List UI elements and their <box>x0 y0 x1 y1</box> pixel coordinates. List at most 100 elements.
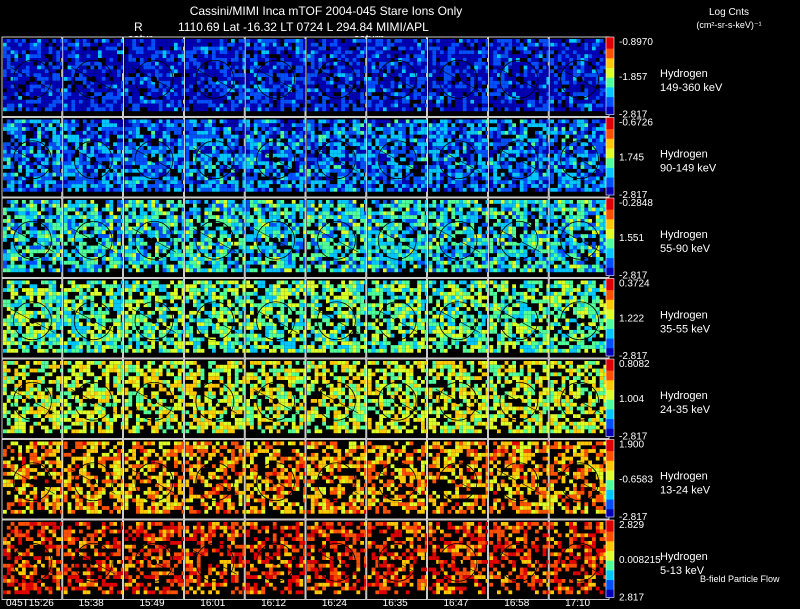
pixel <box>440 130 444 135</box>
pixel <box>527 176 532 181</box>
pixel <box>485 96 490 100</box>
pixel <box>109 157 114 162</box>
pixel <box>394 184 399 188</box>
pixel <box>573 46 577 51</box>
pixel <box>489 127 494 131</box>
pixel <box>413 157 418 162</box>
pixel <box>246 88 250 93</box>
pixel <box>219 92 224 96</box>
pixel <box>557 58 562 62</box>
pixel <box>592 54 596 58</box>
pixel <box>52 84 57 89</box>
pixel <box>109 130 114 135</box>
pixel <box>356 138 361 143</box>
pixel <box>356 73 361 77</box>
pixel <box>440 61 444 66</box>
pixel <box>189 84 193 89</box>
pixel <box>6 39 11 43</box>
pixel <box>6 96 11 100</box>
pixel <box>223 69 228 74</box>
pixel <box>155 180 159 185</box>
pixel <box>193 92 197 96</box>
pixel <box>52 77 57 81</box>
saturn-outline <box>560 59 599 99</box>
pixel <box>348 127 353 131</box>
pixel <box>386 130 391 135</box>
pixel <box>375 176 380 181</box>
pixel <box>120 172 125 177</box>
pixel <box>136 107 140 112</box>
pixel <box>269 161 273 166</box>
pixel <box>443 123 448 128</box>
pixel <box>519 168 524 173</box>
pixel <box>421 123 425 128</box>
pixel <box>94 42 98 47</box>
pixel <box>208 157 212 162</box>
pixel <box>105 134 110 139</box>
pixel <box>75 103 79 108</box>
pixel <box>523 77 528 81</box>
pixel <box>459 46 463 51</box>
pixel <box>234 58 239 62</box>
pixel <box>98 180 102 185</box>
pixel <box>424 172 429 177</box>
pixel <box>147 99 152 104</box>
pixel <box>75 69 79 74</box>
pixel <box>136 134 140 139</box>
pixel <box>253 96 258 100</box>
pixel <box>193 130 197 135</box>
pixel <box>379 46 383 51</box>
pixel <box>52 157 57 162</box>
pixel <box>280 77 285 81</box>
pixel <box>531 146 535 150</box>
pixel <box>280 149 285 154</box>
pixel <box>356 153 361 158</box>
pixel <box>48 172 53 177</box>
pixel <box>63 168 68 173</box>
pixel <box>10 123 15 128</box>
pixel <box>326 88 330 93</box>
pixel <box>310 157 315 162</box>
pixel <box>151 123 155 128</box>
pixel <box>291 73 296 77</box>
pixel <box>447 50 452 55</box>
pixel <box>41 153 45 158</box>
pixel <box>151 61 155 66</box>
pixel <box>603 80 608 85</box>
pixel <box>75 161 79 166</box>
pixel <box>303 39 307 43</box>
pixel <box>94 54 98 58</box>
pixel <box>174 123 178 128</box>
pixel <box>158 119 163 124</box>
panel-r1-c2 <box>123 117 186 198</box>
pixel <box>86 88 91 93</box>
pixel <box>436 50 440 55</box>
pixel <box>561 65 566 70</box>
pixel <box>554 84 558 89</box>
pixel <box>402 127 406 131</box>
pixel <box>413 146 418 150</box>
pixel <box>371 54 376 58</box>
pixel <box>98 50 102 55</box>
pixel <box>193 96 197 100</box>
pixel <box>383 58 387 62</box>
pixel <box>18 130 22 135</box>
pixel <box>599 107 604 112</box>
pixel <box>356 84 361 89</box>
pixel <box>52 99 57 104</box>
pixel <box>527 96 532 100</box>
pixel <box>246 99 250 104</box>
pixel <box>185 146 190 150</box>
pixel <box>79 50 83 55</box>
pixel <box>584 65 589 70</box>
pixel <box>63 176 68 181</box>
pixel <box>151 54 155 58</box>
pixel <box>265 50 269 55</box>
pixel <box>6 123 11 128</box>
pixel <box>18 58 22 62</box>
pixel <box>204 130 209 135</box>
pixel <box>253 168 258 173</box>
pixel <box>136 88 140 93</box>
pixel <box>386 73 391 77</box>
pixel <box>101 165 106 169</box>
